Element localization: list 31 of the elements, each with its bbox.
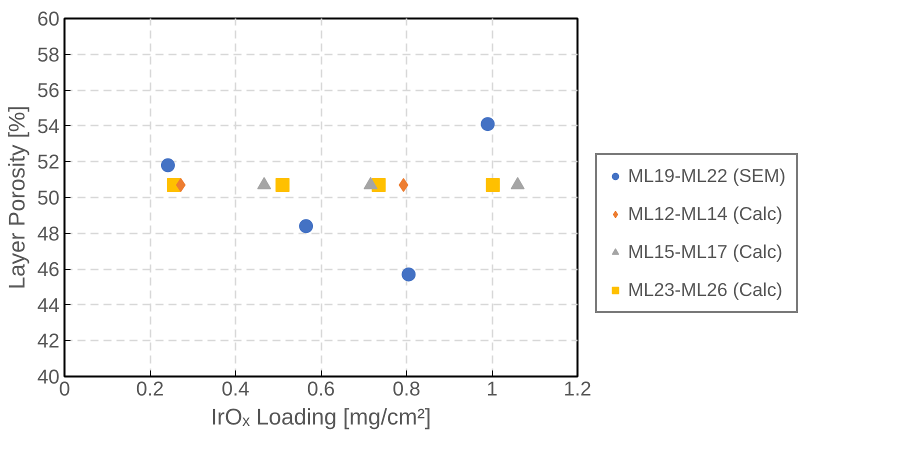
x-tick-label: 1.2 [564, 378, 592, 400]
y-tick-label: 54 [37, 116, 60, 138]
point [299, 219, 314, 234]
legend-label: ML12-ML14 (Calc) [628, 203, 782, 225]
y-tick-label: 60 [37, 8, 60, 30]
y-tick-label: 40 [37, 366, 60, 388]
point [402, 267, 416, 282]
y-tick-label: 56 [37, 80, 60, 102]
y-tick-label: 48 [37, 223, 60, 246]
x-tick-label: 0.2 [136, 378, 164, 400]
legend-label: ML15-ML17 (Calc) [628, 241, 782, 263]
point [176, 178, 186, 192]
legend-label: ML19-ML22 (SEM) [628, 165, 786, 187]
legend-label: ML23-ML26 (Calc) [628, 279, 782, 301]
point [160, 158, 175, 172]
y-tick-label: 46 [37, 259, 60, 282]
point [276, 178, 290, 192]
y-tick-label: 52 [37, 152, 60, 174]
y-tick-label: 58 [37, 44, 60, 66]
x-tick-label: 0 [58, 378, 70, 400]
x-axis-title: IrOₓ Loading [mg/cm²] [210, 404, 432, 430]
x-tick-label: 0.6 [307, 378, 335, 400]
y-tick-label: 42 [37, 330, 60, 353]
point [480, 117, 495, 132]
x-tick-label: 0.4 [222, 378, 250, 400]
x-tick-label: 1 [486, 378, 498, 400]
y-tick-label: 50 [37, 188, 60, 210]
y-axis-title: Layer Porosity [%] [3, 106, 30, 290]
x-tick-label: 0.8 [392, 378, 420, 400]
y-tick-label: 44 [37, 294, 60, 317]
point [486, 178, 500, 192]
